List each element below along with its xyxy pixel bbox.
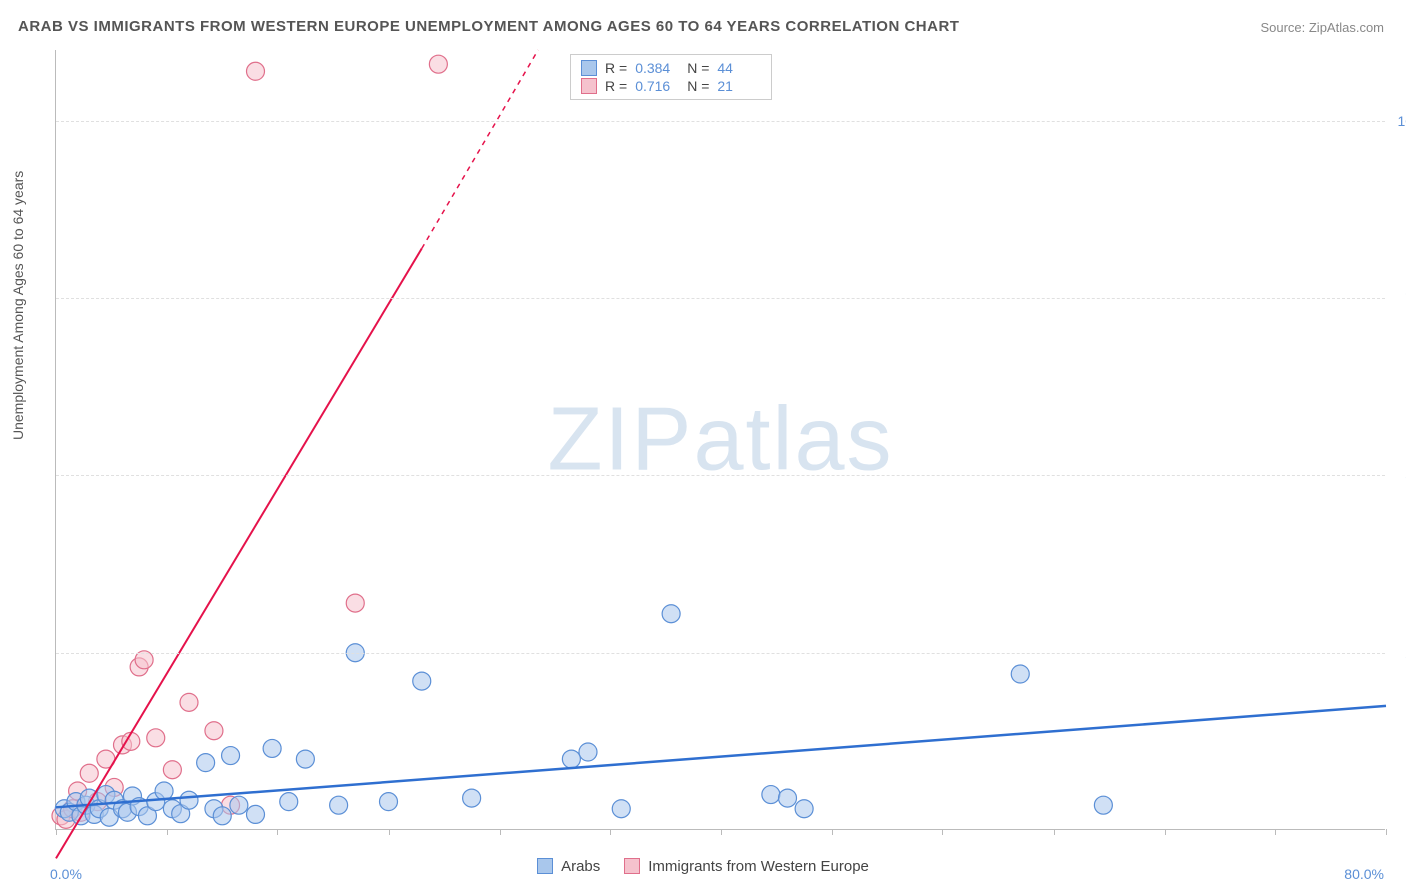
x-tick: [167, 829, 168, 835]
y-tick-label: 100.0%: [1398, 113, 1406, 129]
trendline-series-a: [56, 706, 1386, 807]
legend-row: R = 0.384 N = 44: [581, 59, 761, 77]
x-tick: [832, 829, 833, 835]
chart-svg: [56, 50, 1385, 829]
x-tick: [942, 829, 943, 835]
point-series-a: [579, 743, 597, 761]
x-tick: [56, 829, 57, 835]
legend-n-value: 44: [717, 60, 761, 76]
point-series-b: [346, 594, 364, 612]
point-series-b: [80, 764, 98, 782]
point-series-b: [429, 55, 447, 73]
point-series-a: [155, 782, 173, 800]
point-series-a: [230, 796, 248, 814]
source-label: Source: ZipAtlas.com: [1260, 20, 1384, 35]
plot-area: ZIPatlas 25.0%50.0%75.0%100.0%: [55, 50, 1385, 830]
point-series-a: [222, 747, 240, 765]
point-series-a: [662, 605, 680, 623]
x-tick: [1054, 829, 1055, 835]
point-series-a: [562, 750, 580, 768]
point-series-a: [263, 739, 281, 757]
point-series-a: [779, 789, 797, 807]
point-series-a: [612, 800, 630, 818]
point-series-a: [180, 791, 198, 809]
correlation-legend: R = 0.384 N = 44 R = 0.716 N = 21: [570, 54, 772, 100]
legend-row: R = 0.716 N = 21: [581, 77, 761, 95]
chart-title: ARAB VS IMMIGRANTS FROM WESTERN EUROPE U…: [18, 18, 959, 35]
legend-r-value: 0.384: [635, 60, 679, 76]
legend-r-label: R =: [605, 60, 627, 76]
legend-n-value: 21: [717, 78, 761, 94]
gridline: [56, 121, 1385, 122]
point-series-a: [380, 793, 398, 811]
legend-swatch: [624, 858, 640, 874]
x-tick: [277, 829, 278, 835]
point-series-a: [762, 786, 780, 804]
point-series-a: [247, 805, 265, 823]
point-series-b: [147, 729, 165, 747]
x-tick: [721, 829, 722, 835]
trendline-series-b-extrapolated: [422, 50, 538, 249]
gridline: [56, 475, 1385, 476]
point-series-b: [247, 62, 265, 80]
trendline-series-b: [56, 249, 422, 859]
point-series-a: [463, 789, 481, 807]
x-tick: [1386, 829, 1387, 835]
point-series-b: [163, 761, 181, 779]
point-series-a: [197, 754, 215, 772]
point-series-a: [413, 672, 431, 690]
x-tick: [610, 829, 611, 835]
point-series-a: [795, 800, 813, 818]
legend-n-label: N =: [687, 60, 709, 76]
legend-swatch: [537, 858, 553, 874]
legend-item: Arabs: [537, 858, 600, 875]
series-legend: Arabs Immigrants from Western Europe: [0, 858, 1406, 879]
legend-swatch: [581, 78, 597, 94]
legend-label: Arabs: [561, 858, 600, 875]
x-tick: [389, 829, 390, 835]
legend-label: Immigrants from Western Europe: [648, 858, 869, 875]
legend-r-label: R =: [605, 78, 627, 94]
point-series-b: [205, 722, 223, 740]
point-series-a: [213, 807, 231, 825]
point-series-a: [1011, 665, 1029, 683]
gridline: [56, 298, 1385, 299]
legend-n-label: N =: [687, 78, 709, 94]
legend-item: Immigrants from Western Europe: [624, 858, 869, 875]
y-axis-label: Unemployment Among Ages 60 to 64 years: [10, 171, 26, 440]
x-tick: [1275, 829, 1276, 835]
point-series-a: [280, 793, 298, 811]
point-series-a: [330, 796, 348, 814]
legend-r-value: 0.716: [635, 78, 679, 94]
x-tick: [500, 829, 501, 835]
point-series-a: [1094, 796, 1112, 814]
point-series-a: [296, 750, 314, 768]
x-tick: [1165, 829, 1166, 835]
legend-swatch: [581, 60, 597, 76]
point-series-b: [180, 693, 198, 711]
gridline: [56, 653, 1385, 654]
